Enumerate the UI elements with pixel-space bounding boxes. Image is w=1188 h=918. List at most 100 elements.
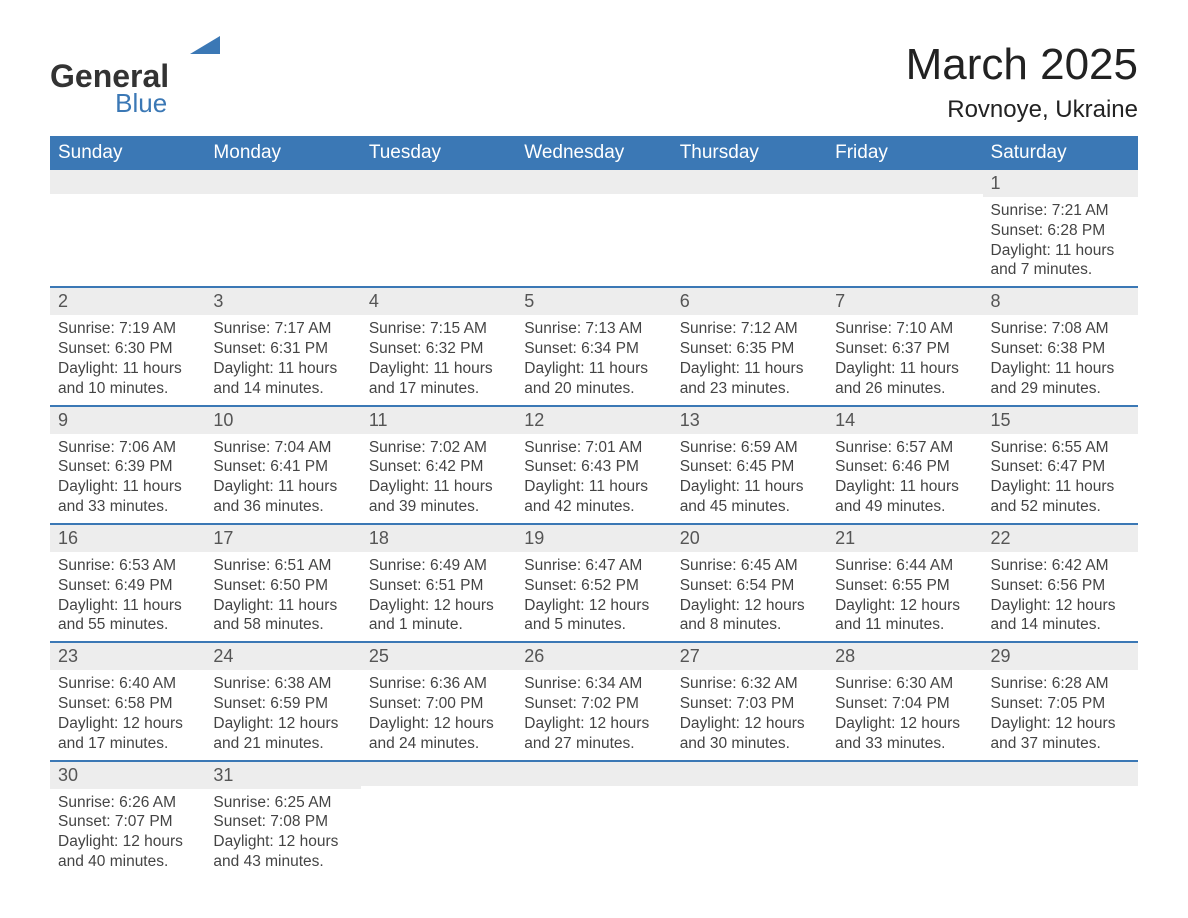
day-details: Sunrise: 7:08 AMSunset: 6:38 PMDaylight:… [983,315,1138,404]
sunset-text: Sunset: 6:35 PM [680,339,819,359]
day-details: Sunrise: 6:42 AMSunset: 6:56 PMDaylight:… [983,552,1138,641]
calendar-cell: 17Sunrise: 6:51 AMSunset: 6:50 PMDayligh… [205,524,360,642]
day-details: Sunrise: 6:49 AMSunset: 6:51 PMDaylight:… [361,552,516,641]
calendar-cell: 5Sunrise: 7:13 AMSunset: 6:34 PMDaylight… [516,287,671,405]
sunset-text: Sunset: 7:02 PM [524,694,663,714]
sunset-text: Sunset: 7:00 PM [369,694,508,714]
sunrise-text: Sunrise: 6:53 AM [58,556,197,576]
sunrise-text: Sunrise: 7:15 AM [369,319,508,339]
calendar-cell: 9Sunrise: 7:06 AMSunset: 6:39 PMDaylight… [50,406,205,524]
calendar-week-row: 30Sunrise: 6:26 AMSunset: 7:07 PMDayligh… [50,761,1138,878]
day-number: 19 [516,525,671,552]
sunrise-text: Sunrise: 7:10 AM [835,319,974,339]
day-number [516,170,671,194]
title-block: March 2025 Rovnoye, Ukraine [906,40,1138,124]
sunrise-text: Sunrise: 7:08 AM [991,319,1130,339]
calendar-cell: 4Sunrise: 7:15 AMSunset: 6:32 PMDaylight… [361,287,516,405]
day-details [516,194,671,276]
sunrise-text: Sunrise: 6:49 AM [369,556,508,576]
sunset-text: Sunset: 6:52 PM [524,576,663,596]
day-number: 2 [50,288,205,315]
calendar-cell-empty [361,170,516,287]
day-details: Sunrise: 7:04 AMSunset: 6:41 PMDaylight:… [205,434,360,523]
day-number: 23 [50,643,205,670]
sunrise-text: Sunrise: 7:17 AM [213,319,352,339]
day-number: 9 [50,407,205,434]
daylight-text: Daylight: 11 hours and 39 minutes. [369,477,508,517]
day-details: Sunrise: 6:40 AMSunset: 6:58 PMDaylight:… [50,670,205,759]
day-details [205,194,360,276]
day-details: Sunrise: 7:12 AMSunset: 6:35 PMDaylight:… [672,315,827,404]
location-label: Rovnoye, Ukraine [906,96,1138,124]
sunrise-text: Sunrise: 7:01 AM [524,438,663,458]
sunset-text: Sunset: 6:37 PM [835,339,974,359]
daylight-text: Daylight: 11 hours and 23 minutes. [680,359,819,399]
sunset-text: Sunset: 6:59 PM [213,694,352,714]
daylight-text: Daylight: 12 hours and 14 minutes. [991,596,1130,636]
calendar-week-row: 2Sunrise: 7:19 AMSunset: 6:30 PMDaylight… [50,287,1138,405]
calendar-week-row: 16Sunrise: 6:53 AMSunset: 6:49 PMDayligh… [50,524,1138,642]
day-number: 14 [827,407,982,434]
daylight-text: Daylight: 12 hours and 33 minutes. [835,714,974,754]
sunrise-text: Sunrise: 6:25 AM [213,793,352,813]
day-details: Sunrise: 6:38 AMSunset: 6:59 PMDaylight:… [205,670,360,759]
calendar-cell-empty [50,170,205,287]
sunset-text: Sunset: 6:38 PM [991,339,1130,359]
daylight-text: Daylight: 11 hours and 26 minutes. [835,359,974,399]
day-details: Sunrise: 7:02 AMSunset: 6:42 PMDaylight:… [361,434,516,523]
day-details: Sunrise: 6:25 AMSunset: 7:08 PMDaylight:… [205,789,360,878]
daylight-text: Daylight: 12 hours and 30 minutes. [680,714,819,754]
day-details: Sunrise: 7:19 AMSunset: 6:30 PMDaylight:… [50,315,205,404]
day-number: 3 [205,288,360,315]
daylight-text: Daylight: 12 hours and 27 minutes. [524,714,663,754]
logo-text-blue: Blue [115,88,167,119]
day-details: Sunrise: 7:13 AMSunset: 6:34 PMDaylight:… [516,315,671,404]
weekday-header: Tuesday [361,136,516,170]
sunset-text: Sunset: 6:47 PM [991,457,1130,477]
day-number: 18 [361,525,516,552]
daylight-text: Daylight: 12 hours and 43 minutes. [213,832,352,872]
logo-triangle-icon [190,32,220,59]
calendar-cell-empty [983,761,1138,878]
day-details: Sunrise: 6:51 AMSunset: 6:50 PMDaylight:… [205,552,360,641]
sunrise-text: Sunrise: 6:59 AM [680,438,819,458]
day-details: Sunrise: 6:26 AMSunset: 7:07 PMDaylight:… [50,789,205,878]
calendar-cell: 15Sunrise: 6:55 AMSunset: 6:47 PMDayligh… [983,406,1138,524]
day-details: Sunrise: 7:10 AMSunset: 6:37 PMDaylight:… [827,315,982,404]
day-number [205,170,360,194]
calendar-cell: 16Sunrise: 6:53 AMSunset: 6:49 PMDayligh… [50,524,205,642]
calendar-cell-empty [672,761,827,878]
day-number: 24 [205,643,360,670]
sunrise-text: Sunrise: 7:13 AM [524,319,663,339]
calendar-cell-empty [827,170,982,287]
day-number [361,762,516,786]
day-number: 11 [361,407,516,434]
day-number [827,762,982,786]
sunset-text: Sunset: 6:28 PM [991,221,1130,241]
calendar-cell: 13Sunrise: 6:59 AMSunset: 6:45 PMDayligh… [672,406,827,524]
sunrise-text: Sunrise: 6:44 AM [835,556,974,576]
day-details [361,194,516,276]
day-details [983,786,1138,868]
daylight-text: Daylight: 12 hours and 5 minutes. [524,596,663,636]
day-number: 17 [205,525,360,552]
sunset-text: Sunset: 6:54 PM [680,576,819,596]
day-number: 28 [827,643,982,670]
day-details [672,786,827,868]
sunrise-text: Sunrise: 6:30 AM [835,674,974,694]
calendar-cell: 25Sunrise: 6:36 AMSunset: 7:00 PMDayligh… [361,642,516,760]
calendar-cell-empty [516,170,671,287]
day-number: 13 [672,407,827,434]
day-details: Sunrise: 6:47 AMSunset: 6:52 PMDaylight:… [516,552,671,641]
day-number: 10 [205,407,360,434]
day-number: 26 [516,643,671,670]
calendar-cell: 10Sunrise: 7:04 AMSunset: 6:41 PMDayligh… [205,406,360,524]
calendar-cell: 20Sunrise: 6:45 AMSunset: 6:54 PMDayligh… [672,524,827,642]
page-title: March 2025 [906,40,1138,90]
day-number: 15 [983,407,1138,434]
sunrise-text: Sunrise: 6:47 AM [524,556,663,576]
day-details: Sunrise: 6:55 AMSunset: 6:47 PMDaylight:… [983,434,1138,523]
calendar-cell: 18Sunrise: 6:49 AMSunset: 6:51 PMDayligh… [361,524,516,642]
day-details [516,786,671,868]
sunrise-text: Sunrise: 6:40 AM [58,674,197,694]
